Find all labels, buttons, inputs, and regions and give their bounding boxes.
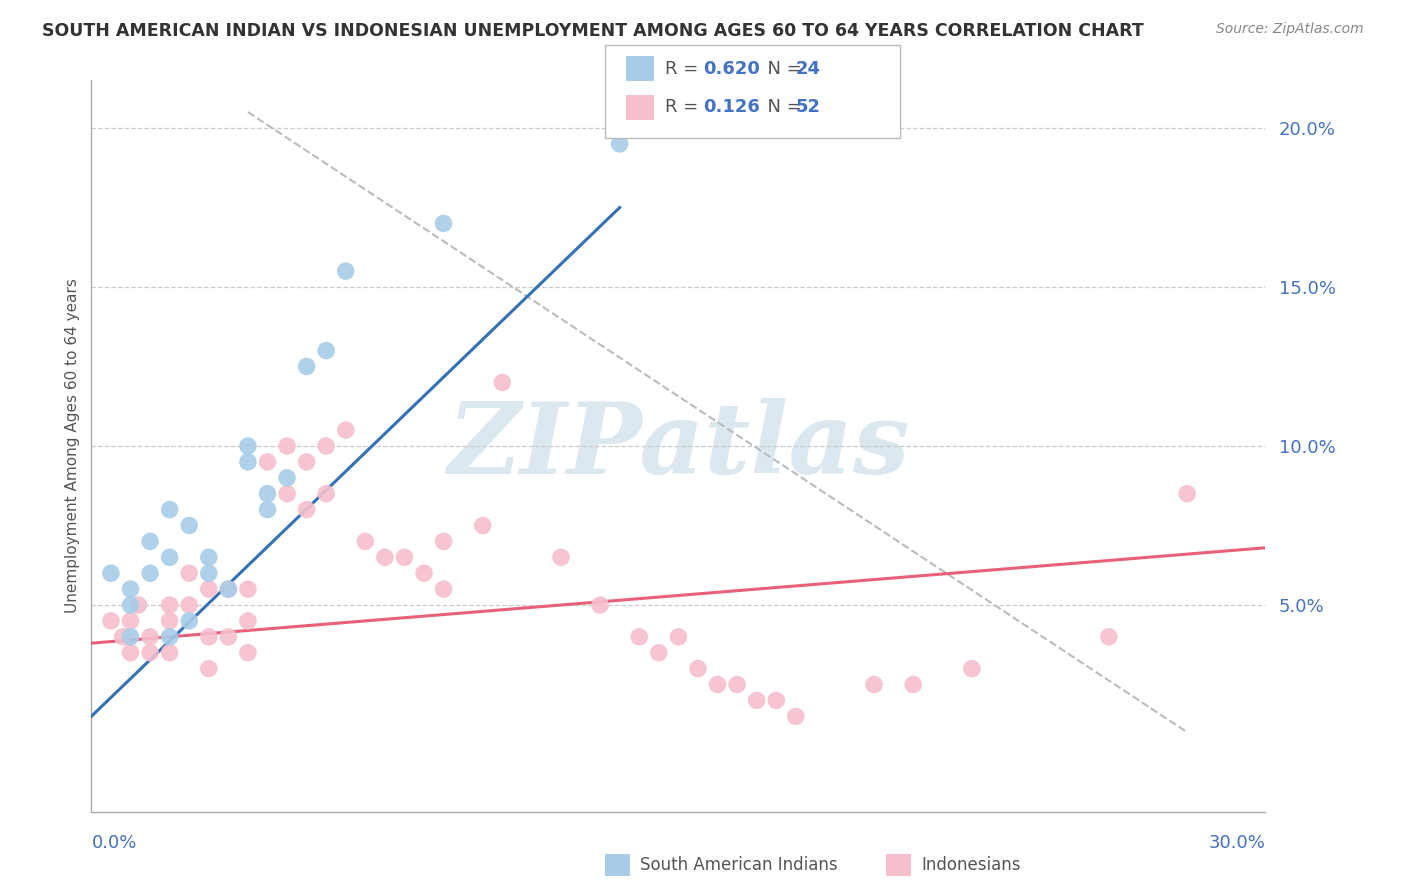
Point (179, 614, 201, 628)
Point (179, 566, 201, 581)
Point (589, 598, 612, 612)
Point (236, 582, 259, 596)
Point (100, 614, 122, 628)
Point (276, 486, 298, 500)
Point (197, 566, 219, 581)
Point (179, 518, 201, 533)
Text: 0.620: 0.620 (703, 60, 759, 78)
Point (236, 455, 259, 469)
Point (120, 646, 142, 660)
Point (139, 534, 162, 549)
Point (120, 582, 142, 596)
Point (706, 677, 728, 691)
Point (127, 598, 149, 612)
Point (295, 502, 318, 516)
Text: 24: 24 (796, 60, 821, 78)
Point (471, 518, 494, 533)
Point (197, 630, 219, 644)
Point (609, 136, 631, 151)
Point (159, 550, 181, 565)
Text: Source: ZipAtlas.com: Source: ZipAtlas.com (1216, 22, 1364, 37)
Point (236, 439, 259, 453)
Point (179, 598, 201, 612)
Point (863, 677, 886, 691)
Point (432, 216, 454, 230)
Point (111, 630, 134, 644)
Point (295, 455, 318, 469)
Point (725, 677, 748, 691)
Point (432, 582, 454, 596)
Point (159, 614, 181, 628)
Point (295, 359, 318, 374)
Text: South American Indians: South American Indians (640, 856, 838, 874)
Point (159, 630, 181, 644)
Point (432, 534, 454, 549)
Point (901, 677, 924, 691)
Text: 0.126: 0.126 (703, 98, 759, 116)
Text: N =: N = (756, 60, 808, 78)
Point (335, 423, 357, 437)
Point (374, 550, 396, 565)
Point (491, 376, 513, 390)
Point (666, 630, 689, 644)
Point (120, 598, 142, 612)
Text: SOUTH AMERICAN INDIAN VS INDONESIAN UNEMPLOYMENT AMONG AGES 60 TO 64 YEARS CORRE: SOUTH AMERICAN INDIAN VS INDONESIAN UNEM… (42, 22, 1144, 40)
Point (159, 646, 181, 660)
Point (1175, 486, 1198, 500)
Point (960, 662, 983, 676)
Text: R =: R = (665, 98, 704, 116)
Point (315, 343, 337, 358)
Point (413, 566, 436, 581)
Point (139, 630, 162, 644)
Point (120, 614, 142, 628)
Point (745, 693, 768, 707)
Text: 0.0%: 0.0% (91, 834, 136, 852)
Point (159, 598, 181, 612)
Point (256, 455, 278, 469)
Point (236, 614, 259, 628)
Text: R =: R = (665, 60, 704, 78)
Point (354, 534, 377, 549)
Point (256, 502, 278, 516)
Point (139, 566, 162, 581)
Point (100, 566, 122, 581)
Point (197, 550, 219, 565)
Point (1098, 630, 1121, 644)
Point (765, 693, 787, 707)
Point (256, 486, 278, 500)
Point (315, 439, 337, 453)
Point (276, 471, 298, 485)
Point (139, 646, 162, 660)
Point (236, 646, 259, 660)
Text: Indonesians: Indonesians (921, 856, 1021, 874)
Y-axis label: Unemployment Among Ages 60 to 64 years: Unemployment Among Ages 60 to 64 years (65, 278, 80, 614)
Text: N =: N = (756, 98, 808, 116)
Point (197, 582, 219, 596)
Point (785, 709, 807, 723)
Point (394, 550, 416, 565)
Point (315, 486, 337, 500)
Point (648, 646, 671, 660)
Point (276, 439, 298, 453)
Text: 52: 52 (796, 98, 821, 116)
Point (217, 582, 239, 596)
Point (217, 582, 239, 596)
Text: ZIPatlas: ZIPatlas (447, 398, 910, 494)
Point (217, 630, 239, 644)
Point (686, 662, 709, 676)
Point (335, 264, 357, 278)
Text: 30.0%: 30.0% (1209, 834, 1265, 852)
Point (628, 630, 651, 644)
Point (120, 630, 142, 644)
Point (550, 550, 572, 565)
Point (197, 662, 219, 676)
Point (159, 502, 181, 516)
